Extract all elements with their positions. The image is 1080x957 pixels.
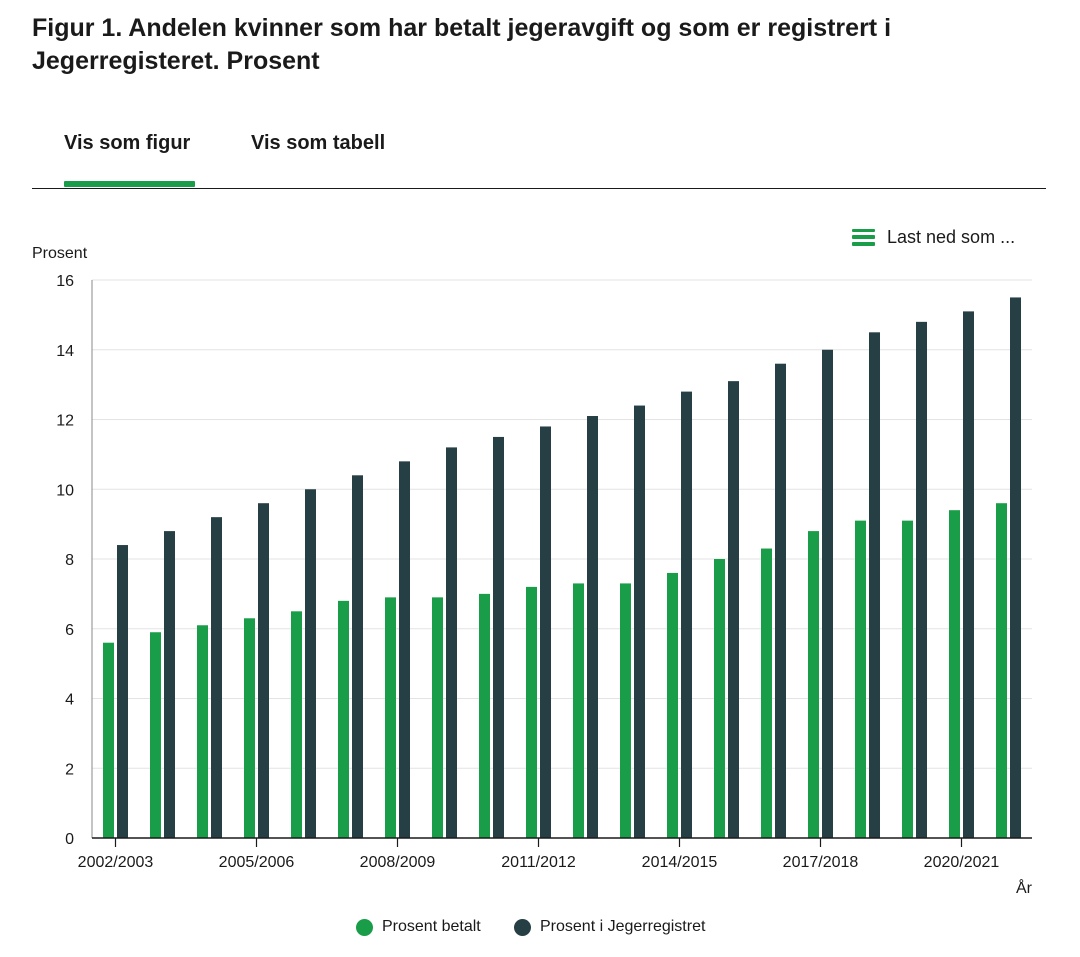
x-axis-title: År xyxy=(1016,878,1033,897)
bar-prosent-betalt xyxy=(103,642,114,838)
bar-prosent-i-jegerregistret xyxy=(1010,297,1021,838)
bar-prosent-i-jegerregistret xyxy=(963,311,974,838)
legend-item-paid[interactable]: Prosent betalt xyxy=(356,918,481,936)
bar-prosent-betalt xyxy=(432,597,443,838)
bar-prosent-i-jegerregistret xyxy=(587,416,598,838)
bar-prosent-i-jegerregistret xyxy=(211,517,222,838)
download-label: Last ned som ... xyxy=(887,226,1016,247)
bar-prosent-i-jegerregistret xyxy=(117,545,128,838)
x-tick-label: 2005/2006 xyxy=(219,854,295,871)
x-tick-label: 2002/2003 xyxy=(78,854,154,871)
bar-prosent-betalt xyxy=(667,572,678,838)
bar-prosent-betalt xyxy=(291,611,302,838)
legend-label-paid: Prosent betalt xyxy=(382,918,481,935)
bar-prosent-i-jegerregistret xyxy=(352,475,363,838)
y-tick-label: 0 xyxy=(65,831,74,848)
tab-show-as-table[interactable]: Vis som tabell xyxy=(251,132,386,154)
legend-swatch-paid xyxy=(356,918,373,936)
bar-prosent-i-jegerregistret xyxy=(728,381,739,838)
bar-prosent-betalt xyxy=(479,593,490,838)
download-menu-button[interactable]: Last ned som ... xyxy=(852,224,1015,250)
bar-prosent-betalt xyxy=(244,618,255,838)
chart-legend: Prosent betalt Prosent i Jegerregistret xyxy=(0,918,1080,944)
bar-prosent-betalt xyxy=(338,600,349,838)
legend-swatch-registered xyxy=(514,918,531,936)
y-tick-label: 16 xyxy=(56,273,74,290)
y-tick-label: 12 xyxy=(56,413,74,430)
bar-prosent-i-jegerregistret xyxy=(916,321,927,839)
bar-prosent-i-jegerregistret xyxy=(258,503,269,838)
bar-prosent-i-jegerregistret xyxy=(869,332,880,838)
tab-show-as-figure[interactable]: Vis som figur xyxy=(64,132,191,154)
bar-prosent-betalt xyxy=(902,520,913,838)
legend-label-registered: Prosent i Jegerregistret xyxy=(540,918,706,935)
bar-prosent-i-jegerregistret xyxy=(822,349,833,838)
bar-prosent-i-jegerregistret xyxy=(634,405,645,838)
bar-prosent-betalt xyxy=(150,632,161,838)
bar-prosent-betalt xyxy=(573,583,584,838)
bar-prosent-betalt xyxy=(761,548,772,838)
y-tick-label: 10 xyxy=(56,482,74,499)
bar-prosent-betalt xyxy=(620,583,631,838)
bar-prosent-betalt xyxy=(949,510,960,838)
bar-prosent-i-jegerregistret xyxy=(493,436,504,838)
bar-prosent-i-jegerregistret xyxy=(775,363,786,838)
y-tick-label: 4 xyxy=(65,692,74,709)
legend-item-registered[interactable]: Prosent i Jegerregistret xyxy=(514,918,705,936)
view-tabs: Vis som figur Vis som tabell xyxy=(32,120,1046,189)
hamburger-menu-icon[interactable] xyxy=(852,228,875,246)
bar-prosent-i-jegerregistret xyxy=(446,447,457,838)
bar-prosent-i-jegerregistret xyxy=(305,489,316,838)
y-tick-label: 6 xyxy=(65,622,74,639)
bar-prosent-betalt xyxy=(526,586,537,838)
x-tick-label: 2017/2018 xyxy=(783,854,859,871)
bar-prosent-betalt xyxy=(855,520,866,838)
y-axis-title: Prosent xyxy=(32,245,88,262)
x-tick-label: 2008/2009 xyxy=(360,854,436,871)
bar-prosent-i-jegerregistret xyxy=(164,531,175,838)
active-tab-indicator xyxy=(64,181,195,187)
figure-title: Figur 1. Andelen kvinner som har betalt … xyxy=(32,14,892,75)
y-tick-label: 2 xyxy=(65,761,74,778)
bar-prosent-betalt xyxy=(385,597,396,838)
bar-prosent-i-jegerregistret xyxy=(540,426,551,838)
bar-chart: Prosent 0 2 4 6 8 10 12 14 16 2002/2003 2005/2006 20… xyxy=(32,245,1033,897)
x-tick-label: 2014/2015 xyxy=(642,854,718,871)
bar-prosent-betalt xyxy=(714,559,725,838)
bar-prosent-i-jegerregistret xyxy=(399,461,410,838)
x-tick-label: 2011/2012 xyxy=(501,854,576,871)
bar-prosent-betalt xyxy=(808,531,819,838)
bar-prosent-betalt xyxy=(197,625,208,838)
bar-prosent-betalt xyxy=(996,503,1007,838)
bar-prosent-i-jegerregistret xyxy=(681,391,692,838)
y-tick-label: 8 xyxy=(65,552,74,569)
y-tick-label: 14 xyxy=(56,343,74,360)
x-tick-label: 2020/2021 xyxy=(924,854,1000,871)
